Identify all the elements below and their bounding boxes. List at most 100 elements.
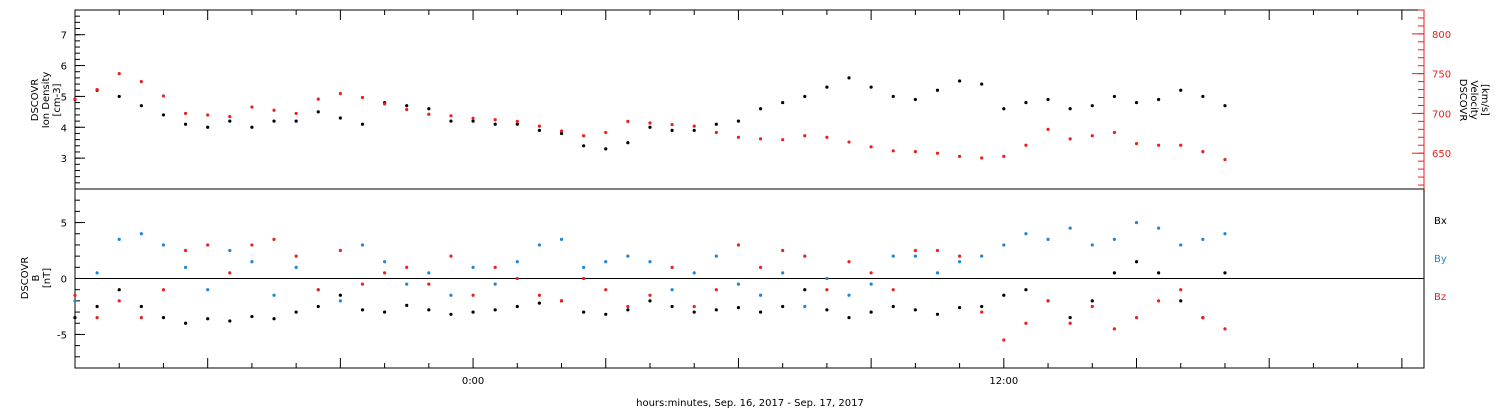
bz-point <box>648 293 652 297</box>
bx-point <box>250 314 254 319</box>
bx-point <box>1024 288 1028 292</box>
velocity-point <box>161 94 166 98</box>
velocity-point <box>272 108 276 112</box>
velocity-point <box>935 151 940 155</box>
velocity-point <box>1002 154 1006 158</box>
velocity-point <box>736 135 741 139</box>
by-point <box>1112 237 1116 241</box>
bx-point <box>427 308 431 312</box>
by-point <box>736 282 741 286</box>
by-point <box>1157 226 1161 230</box>
velocity-point <box>781 138 785 142</box>
velocity-point <box>847 140 851 144</box>
bz-point <box>692 304 696 309</box>
bx-point <box>1134 260 1139 264</box>
by-point <box>847 293 851 297</box>
bz-point <box>117 299 121 303</box>
top-ylabel-left-line1: DSCOVR <box>30 79 41 122</box>
by-point <box>294 265 298 269</box>
by-point <box>692 271 696 275</box>
velocity-point <box>95 87 99 92</box>
ion-density-point <box>781 100 785 105</box>
velocity-point <box>957 154 962 158</box>
bx-point <box>383 310 387 314</box>
top-right-ytick-label: 750 <box>1432 70 1451 81</box>
by-point <box>493 282 497 286</box>
velocity-point <box>537 124 542 128</box>
velocity-point <box>360 95 365 100</box>
bz-point <box>316 288 320 292</box>
ion-density-point <box>670 128 674 132</box>
top-left-ytick-label: 4 <box>61 123 67 134</box>
bx-point <box>338 293 342 297</box>
bz-point <box>515 276 519 281</box>
ion-density-point <box>957 79 962 83</box>
top-left-ytick-label: 6 <box>61 62 67 73</box>
ion-density-point <box>1179 88 1183 92</box>
ion-density-point <box>228 119 232 123</box>
top-left-ytick-label: 7 <box>61 31 67 42</box>
bz-point <box>758 265 763 269</box>
by-point <box>957 260 962 264</box>
by-point <box>559 237 564 241</box>
velocity-point <box>1024 143 1028 147</box>
velocity-point <box>427 112 431 116</box>
bz-point <box>206 243 210 247</box>
by-point <box>471 265 475 269</box>
bottom-ylabel-line1: DSCOVR <box>20 257 31 300</box>
bz-point <box>471 293 475 297</box>
velocity-point <box>515 119 519 123</box>
bz-point <box>95 316 99 320</box>
by-point <box>913 254 917 258</box>
bx-point <box>360 308 365 312</box>
legend-bx: Bx <box>1434 216 1447 227</box>
by-point <box>825 276 829 281</box>
velocity-point <box>493 118 497 122</box>
bz-point <box>670 265 674 269</box>
ion-density-point <box>692 128 696 132</box>
velocity-point <box>206 113 210 117</box>
by-point <box>1046 237 1050 241</box>
bx-point <box>1157 271 1161 275</box>
by-point <box>206 288 210 292</box>
velocity-point <box>559 129 564 133</box>
bx-point <box>206 317 210 321</box>
by-point <box>449 293 453 297</box>
by-point <box>980 254 984 258</box>
bz-point <box>405 265 409 269</box>
bz-point <box>1024 321 1028 325</box>
bz-point <box>935 248 940 253</box>
velocity-point <box>73 97 77 101</box>
bx-point <box>1179 299 1183 303</box>
ion-density-point <box>360 122 365 126</box>
by-point <box>1223 232 1227 236</box>
by-point <box>714 254 718 258</box>
bz-point <box>714 288 718 292</box>
bx-point <box>604 312 608 316</box>
bz-point <box>1112 327 1116 331</box>
ion-density-point <box>139 104 143 108</box>
bz-point <box>1134 316 1139 320</box>
ion-density-point <box>803 94 807 99</box>
velocity-point <box>980 156 984 160</box>
ion-density-point <box>515 122 519 126</box>
bx-point <box>161 316 166 320</box>
bx-point <box>803 288 807 292</box>
by-point <box>1201 237 1205 241</box>
bx-point <box>1002 293 1006 297</box>
by-point <box>250 260 254 264</box>
bx-point <box>1090 299 1094 303</box>
ion-density-point <box>537 128 542 132</box>
bz-point <box>427 282 431 286</box>
bx-point <box>183 321 188 325</box>
ion-density-point <box>891 94 895 99</box>
velocity-point <box>1157 143 1161 147</box>
ion-density-point <box>183 122 188 126</box>
velocity-point <box>1134 142 1139 146</box>
ion-density-point <box>449 119 453 123</box>
ion-density-point <box>161 113 166 117</box>
bx-point <box>626 308 630 312</box>
bz-point <box>913 248 917 253</box>
bz-point <box>891 288 895 292</box>
